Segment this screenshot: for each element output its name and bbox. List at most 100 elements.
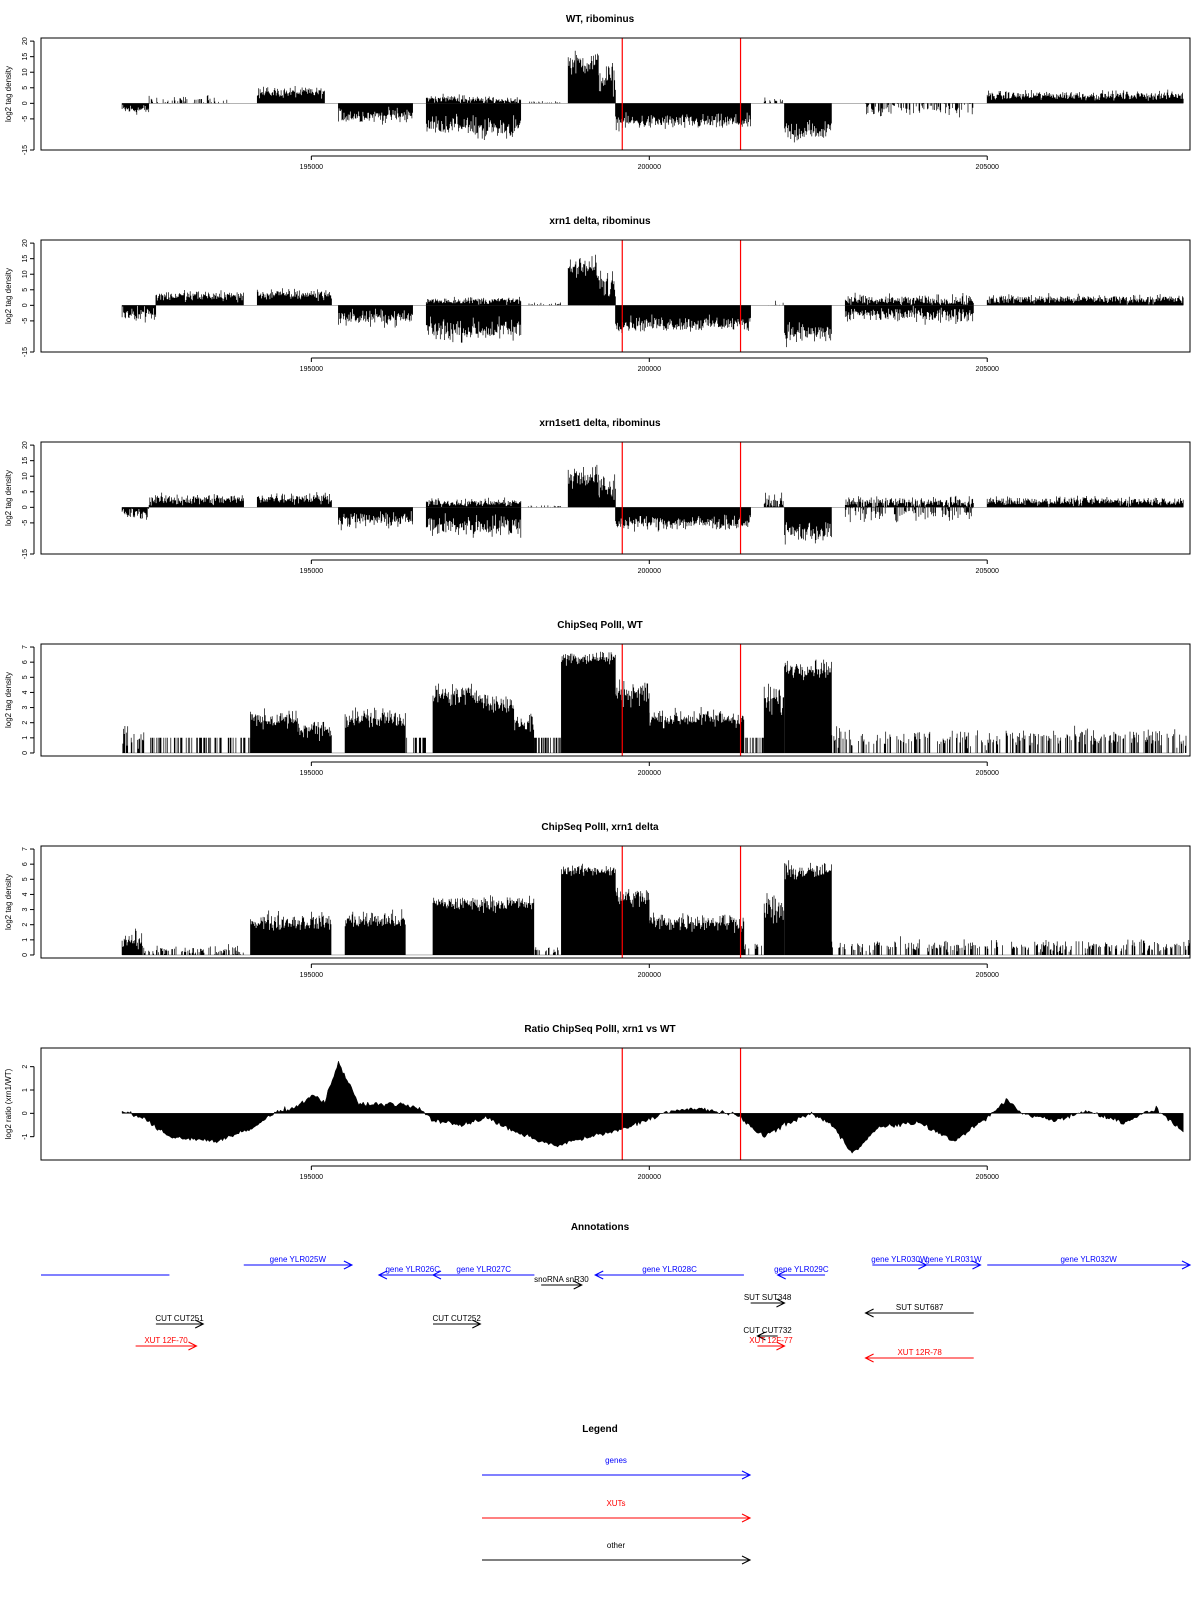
x-tick-label: 200000 xyxy=(638,1174,661,1181)
annotation-other-11: SUT SUT348 xyxy=(744,1293,792,1308)
y-tick-label: -15 xyxy=(22,145,29,155)
signal-segment-13 xyxy=(763,97,784,104)
signal-bars xyxy=(615,305,751,333)
data-layer xyxy=(121,1048,1184,1160)
signal-bars xyxy=(615,679,650,753)
annotation-other-15: CUT CUT732 xyxy=(743,1326,792,1341)
y-axis-label: log2 ratio (xrn1/WT) xyxy=(4,1068,13,1139)
signal-segment-5 xyxy=(425,93,467,104)
signal-bars xyxy=(598,63,616,104)
y-tick-label: 5 xyxy=(22,877,29,881)
signal-segment-10 xyxy=(743,943,762,955)
signal-bars xyxy=(763,492,785,508)
x-tick-label: 205000 xyxy=(976,1174,999,1181)
y-tick-label: 5 xyxy=(22,490,29,494)
signal-bars xyxy=(763,97,784,104)
legend-label: XUTs xyxy=(606,1499,625,1508)
chart-title: xrn1 delta, ribominus xyxy=(549,216,651,227)
annotation-xut-17: XUT 12F-77 xyxy=(749,1336,793,1351)
signal-segment-5 xyxy=(425,296,522,306)
signal-bars xyxy=(250,910,332,955)
signal-bars xyxy=(142,944,244,955)
y-tick-label: -1 xyxy=(22,1133,29,1139)
data-layer xyxy=(121,846,1190,958)
signal-bars xyxy=(768,300,785,306)
signal-segment-6 xyxy=(406,737,426,753)
x-tick-label: 200000 xyxy=(638,972,661,979)
arrow-head-right xyxy=(1181,1260,1192,1270)
y-tick-label: 2 xyxy=(22,1065,29,1069)
arrow-head-right xyxy=(741,1470,752,1480)
signal-segment-3 xyxy=(250,910,332,955)
signal-bars xyxy=(784,507,832,545)
signal-segment-14 xyxy=(784,103,832,143)
annotation-label: gene YLR025W xyxy=(270,1255,327,1264)
signal-bars xyxy=(466,96,522,104)
annotation-gene-7: gene YLR030W xyxy=(871,1255,928,1270)
signal-segment-12 xyxy=(615,679,650,753)
chart-title: Ratio ChipSeq PolII, xrn1 vs WT xyxy=(524,1024,675,1035)
arrow-head-right xyxy=(343,1260,354,1270)
signal-segment-11 xyxy=(763,492,785,508)
annotation-label: gene YLR028C xyxy=(642,1265,697,1274)
signal-bars xyxy=(148,492,244,508)
arrow-head-left xyxy=(756,1331,766,1341)
annotation-label: SUT SUT687 xyxy=(896,1303,944,1312)
annotation-label: XUT 12F-70 xyxy=(144,1336,188,1345)
y-tick-label: 0 xyxy=(22,303,29,307)
signal-segment-15 xyxy=(865,103,974,118)
annotation-label: gene YLR030W xyxy=(871,1255,928,1264)
signal-segment-2 xyxy=(150,737,251,753)
signal-segment-3 xyxy=(256,492,332,508)
signal-bars xyxy=(598,270,616,306)
y-tick-label: 7 xyxy=(22,645,29,649)
signal-segment-8 xyxy=(567,254,599,306)
annotation-gene-9: gene YLR032W xyxy=(987,1255,1192,1270)
annotation-gene-4: gene YLR027C xyxy=(431,1265,535,1280)
signal-bars xyxy=(121,305,157,323)
signal-bars xyxy=(763,683,785,753)
signal-bars xyxy=(121,507,150,520)
signal-bars xyxy=(784,860,832,955)
signal-bars xyxy=(122,726,145,753)
signal-segment-13 xyxy=(844,292,974,306)
signal-bars xyxy=(344,707,406,753)
arrow-head-left xyxy=(377,1270,388,1280)
signal-bars xyxy=(425,103,467,133)
signal-segment-1 xyxy=(121,507,150,520)
y-tick-label: 10 xyxy=(22,472,29,480)
signal-segment-1 xyxy=(121,103,150,115)
x-tick-label: 205000 xyxy=(976,972,999,979)
arrow-head-right xyxy=(188,1341,198,1351)
signal-segment-11 xyxy=(561,651,616,753)
annotations-panel: Annotations gene YLR025W gene YLR026C gene … xyxy=(41,1222,1192,1363)
signal-bars xyxy=(844,507,974,523)
legend-label: genes xyxy=(605,1456,627,1465)
signal-segment-10 xyxy=(615,507,751,532)
signal-bars xyxy=(831,725,1187,753)
annotation-other-12: SUT SUT687 xyxy=(864,1303,974,1318)
signal-segment-7 xyxy=(432,683,488,753)
signal-bars xyxy=(567,50,599,104)
annotation-label: XUT 12R-78 xyxy=(897,1348,942,1357)
x-tick-label: 195000 xyxy=(300,568,323,575)
signal-bars xyxy=(561,651,616,753)
y-tick-label: 20 xyxy=(22,441,29,449)
signal-segment-4 xyxy=(297,721,332,753)
signal-segment-11 xyxy=(768,300,785,306)
y-tick-label: -15 xyxy=(22,549,29,559)
signal-segment-14 xyxy=(744,737,764,753)
x-tick-label: 205000 xyxy=(976,366,999,373)
plot-frame xyxy=(40,441,1191,555)
signal-segment-12 xyxy=(784,507,832,545)
y-tick-label: 20 xyxy=(22,37,29,45)
data-layer xyxy=(121,240,1184,352)
legend-title: Legend xyxy=(582,1424,618,1435)
signal-bars xyxy=(466,103,522,140)
annotation-label: SUT SUT348 xyxy=(744,1293,792,1302)
signal-segment-9 xyxy=(648,912,745,955)
annotation-label: gene YLR029C xyxy=(774,1265,829,1274)
legend-item-gene: genes xyxy=(482,1456,752,1480)
signal-segment-12 xyxy=(784,305,832,348)
